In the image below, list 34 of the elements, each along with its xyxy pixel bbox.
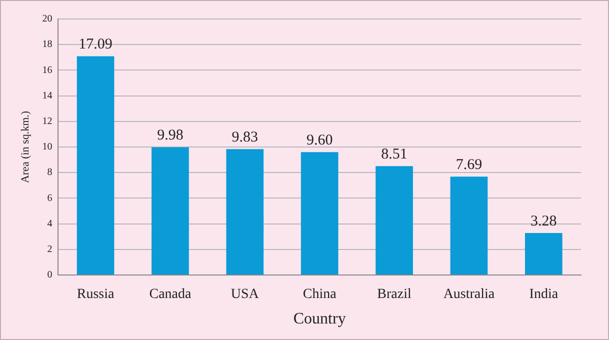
x-axis-title: Country (293, 310, 346, 328)
bar (376, 166, 413, 274)
bar (76, 56, 114, 274)
bar (152, 147, 189, 274)
y-axis-title: Area (in sq.km.) (19, 110, 32, 184)
x-tick-label: Russia (76, 287, 115, 302)
x-tick-label: USA (230, 287, 260, 302)
data-label: 17.09 (78, 36, 112, 53)
data-label: 7.69 (456, 157, 482, 174)
data-label: 3.28 (530, 213, 557, 230)
bar (300, 152, 338, 274)
x-tick-label: China (302, 287, 338, 302)
y-tick-label: 6 (47, 192, 52, 204)
data-label: 8.51 (381, 146, 408, 163)
x-tick-label: India (529, 287, 559, 302)
data-label: 9.60 (306, 132, 333, 149)
y-tick-label: 4 (47, 218, 52, 230)
y-tick-label: 18 (42, 39, 52, 50)
y-tick-label: 16 (42, 64, 52, 76)
y-tick-label: 0 (47, 270, 52, 281)
y-tick-label: 20 (42, 14, 52, 25)
y-tick-label: 12 (42, 116, 52, 128)
data-label: 9.83 (232, 130, 258, 146)
x-tick-label: Australia (443, 287, 496, 302)
y-tick-label: 14 (42, 90, 52, 102)
x-tick-label: Brazil (377, 287, 412, 302)
y-tick-label: 8 (47, 167, 52, 178)
y-tick-label: 2 (47, 244, 52, 256)
x-tick-label: Canada (149, 287, 192, 302)
bar (524, 233, 562, 274)
y-tick-label: 10 (42, 142, 52, 153)
data-label: 9.98 (157, 128, 184, 144)
bar (450, 176, 488, 274)
bar (226, 149, 264, 274)
